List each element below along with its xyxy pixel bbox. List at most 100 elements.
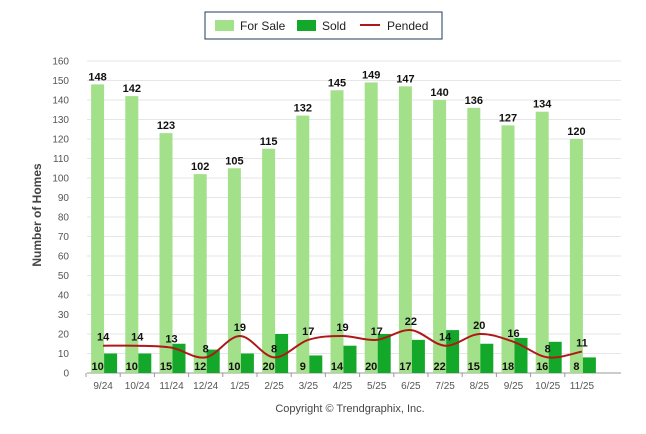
y-tick-label: 90 [58,193,70,204]
label-sold: 14 [331,361,344,373]
label-pended: 22 [405,316,417,328]
y-tick-label: 160 [52,57,69,68]
y-tick-label: 40 [58,291,70,302]
bar-for-sale [91,84,105,374]
y-axis-title: Number of Homes [30,163,44,267]
bar-for-sale [330,90,344,373]
label-pended: 8 [203,343,209,355]
label-sold: 16 [536,361,548,373]
y-tick-label: 30 [58,310,70,321]
label-for-sale: 105 [225,155,243,167]
y-tick-label: 10 [58,349,70,360]
label-for-sale: 147 [396,73,414,85]
bar-sold [377,334,391,373]
bar-sold [446,330,460,373]
label-sold: 20 [262,361,274,373]
label-sold: 15 [160,361,172,373]
x-tick-label: 7/25 [435,381,455,392]
label-pended: 14 [131,332,144,344]
label-for-sale: 136 [465,95,483,107]
label-pended: 19 [336,322,348,334]
x-tick-label: 3/25 [299,381,319,392]
label-for-sale: 123 [157,120,175,132]
label-sold: 22 [433,361,445,373]
bar-sold [343,345,357,373]
y-tick-label: 150 [52,76,69,87]
label-sold: 9 [300,361,306,373]
bar-sold [275,334,289,373]
label-for-sale: 148 [88,71,106,83]
x-tick-label: 9/25 [504,381,524,392]
grid-lines [87,60,621,374]
x-tick-label: 9/24 [93,381,113,392]
y-tick-label: 140 [52,96,69,107]
x-tick-label: 10/25 [535,381,560,392]
legend-label-for-sale: For Sale [240,19,286,33]
label-pended: 17 [371,326,383,338]
label-sold: 10 [91,361,103,373]
bar-for-sale [262,148,276,373]
label-for-sale: 134 [533,99,552,111]
x-tick-label: 1/25 [230,381,250,392]
bar-sold [411,339,425,373]
label-pended: 8 [545,343,551,355]
label-sold: 18 [502,361,514,373]
label-for-sale: 115 [260,136,278,148]
label-sold: 12 [194,361,206,373]
bar-for-sale [159,133,173,373]
label-pended: 14 [439,332,452,344]
label-for-sale: 102 [191,161,209,173]
y-tick-label: 70 [58,232,70,243]
label-pended: 8 [271,343,277,355]
bar-for-sale [296,115,310,373]
x-tick-label: 10/24 [125,381,150,392]
y-tick-label: 0 [63,369,69,380]
bar-for-sale [569,139,583,373]
label-for-sale: 142 [123,83,141,95]
bar-for-sale [535,111,549,373]
label-for-sale: 127 [499,112,517,124]
pended-line [103,329,583,359]
copyright-text: Copyright © Trendgraphix, Inc. [275,403,424,415]
label-sold: 10 [228,361,240,373]
bar-sold [138,353,152,373]
label-pended: 14 [97,332,110,344]
legend-label-pended: Pended [387,19,428,33]
y-tick-label: 130 [52,115,69,126]
label-for-sale: 120 [567,126,585,138]
y-tick-label: 110 [53,154,69,165]
y-tick-label: 50 [58,271,70,282]
y-tick-label: 120 [52,135,69,146]
bar-for-sale [501,125,515,373]
label-pended: 11 [576,338,588,350]
x-tick-label: 6/25 [401,381,421,392]
bar-for-sale [125,96,139,373]
y-tick-label: 20 [58,330,70,341]
bars [91,82,596,374]
label-for-sale: 145 [328,77,346,89]
legend-label-sold: Sold [322,19,346,33]
x-tick-label: 11/24 [159,381,184,392]
bar-for-sale [193,174,207,373]
y-tick-label: 80 [58,213,70,224]
label-sold: 10 [126,361,138,373]
x-axis: 9/24 10/24 11/24 12/24 1/25 2/25 3/25 4/25 5/25 6… [85,373,595,392]
bar-for-sale [227,168,241,373]
x-tick-label: 5/25 [367,381,387,392]
x-tick-label: 11/25 [570,381,595,392]
x-tick-label: 4/25 [333,381,353,392]
y-tick-label: 60 [58,252,70,263]
label-pended: 16 [507,328,519,340]
label-sold: 8 [573,361,579,373]
legend-swatch-for-sale [215,20,234,31]
data-labels: 1481014210123151021210510115201329145141… [88,69,587,373]
label-sold: 20 [365,361,377,373]
label-pended: 17 [302,326,314,338]
bar-for-sale [433,100,447,373]
label-sold: 15 [468,361,480,373]
bar-for-sale [364,82,378,373]
bar-for-sale [467,107,481,374]
x-tick-label: 8/25 [470,381,490,392]
pended-series-line [103,329,583,359]
label-pended: 13 [165,334,177,346]
